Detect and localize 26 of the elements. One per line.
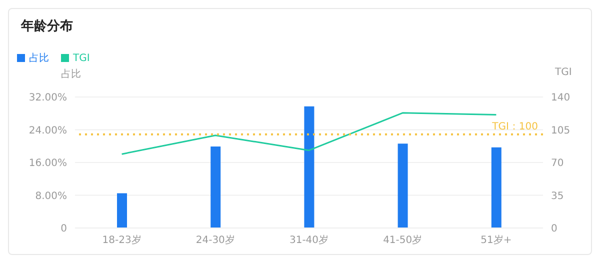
- y2-tick-label: 35: [551, 190, 564, 202]
- y-tick-label: 8.00%: [35, 190, 67, 202]
- y-axis-title: 占比: [61, 68, 81, 81]
- legend-label: 占比: [28, 52, 49, 65]
- bar: [398, 144, 408, 228]
- y-tick-label: 24.00%: [28, 125, 67, 136]
- y2-axis-title: TGI: [555, 67, 572, 78]
- y2-tick-label: 70: [551, 158, 564, 170]
- bar: [117, 193, 127, 228]
- x-tick-label: 18-23岁: [102, 234, 142, 246]
- x-tick-label: 24-30岁: [196, 234, 235, 246]
- x-tick-label: 51岁+: [480, 234, 512, 246]
- y2-tick-label: 140: [551, 92, 570, 104]
- bar: [210, 146, 221, 228]
- x-tick-label: 31-40岁: [289, 234, 329, 246]
- ref-line-label: TGI：100: [491, 121, 538, 132]
- y2-tick-label: 0: [551, 224, 558, 235]
- bar: [491, 147, 502, 228]
- y-tick-label: 0: [60, 224, 67, 235]
- y2-tick-label: 105: [551, 125, 570, 136]
- y-tick-label: 32.00%: [28, 92, 67, 104]
- y-tick-label: 16.00%: [28, 158, 67, 170]
- legend-label: TGI: [72, 52, 90, 65]
- bar: [304, 106, 314, 228]
- chart-title: 年龄分布: [21, 18, 73, 35]
- x-tick-label: 41-50岁: [383, 234, 422, 246]
